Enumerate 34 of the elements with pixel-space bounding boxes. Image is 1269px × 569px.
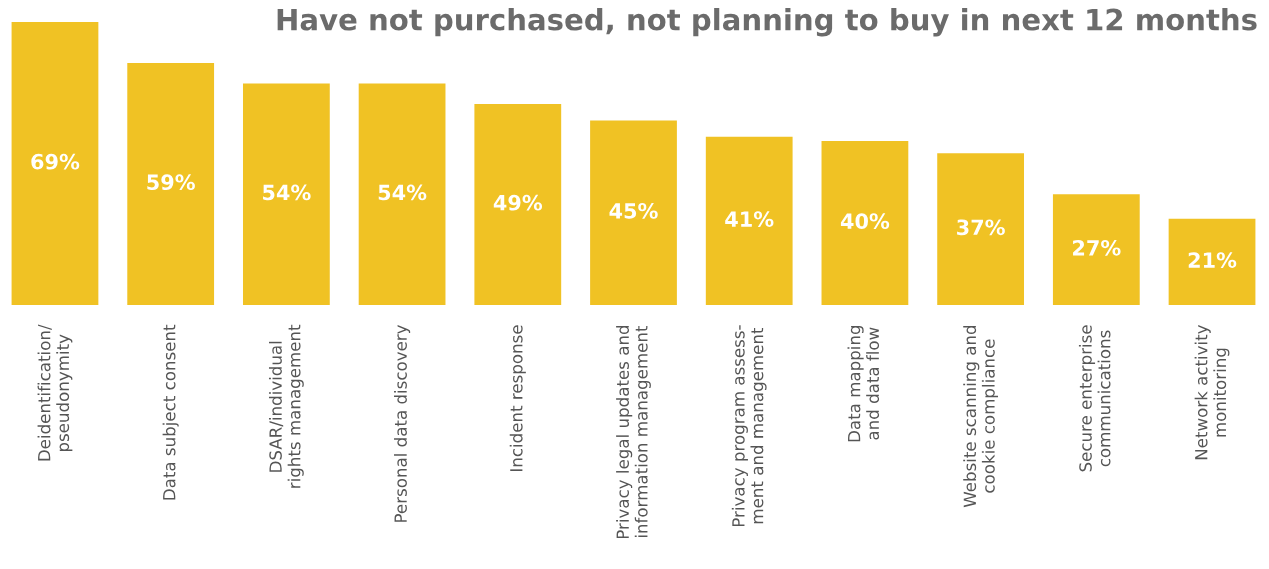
x-tick-label: Network activity monitoring [1194,324,1230,460]
bar [590,120,677,305]
data-label: 21% [1188,252,1237,268]
bar [1052,194,1140,305]
bar [358,83,446,305]
data-label: 45% [609,203,658,219]
x-tick-label: DSAR/individual rights management [268,324,304,488]
bar [1168,218,1256,305]
data-label: 69% [31,153,80,170]
bar [242,83,330,305]
x-tick-label: Privacy legal updates and information management [616,325,651,539]
data-label: 41% [725,211,774,227]
x-tick-label: Website scanning and cookie compliance [963,325,999,508]
x-tick-label: Secure enterprise communications [1078,325,1111,472]
data-label: 27% [1073,239,1121,256]
data-label: 54% [263,184,311,201]
bar [474,104,562,305]
bar [127,63,215,305]
data-label: 49% [493,194,543,211]
x-tick-label: Incident response [509,325,526,471]
bar [705,136,793,305]
x-tick-label: Personal data discovery [394,324,411,522]
data-label: 40% [840,213,890,230]
bar [937,153,1025,305]
x-tick-label: Data mapping and data flow [847,325,880,442]
x-tick-label: Data subject consent [162,324,179,500]
bar [11,22,99,305]
bar [821,140,909,305]
data-label: 54% [378,184,427,201]
data-label: 37% [957,219,1005,236]
data-label: 59% [147,174,195,191]
chart-title: Have not purchased, not planning to buy in next 12 months [277,8,1257,37]
x-tick-label: Privacy program assess- ment and management [731,325,767,527]
x-tick-label: Deidentification/ pseudonymity [37,324,73,461]
